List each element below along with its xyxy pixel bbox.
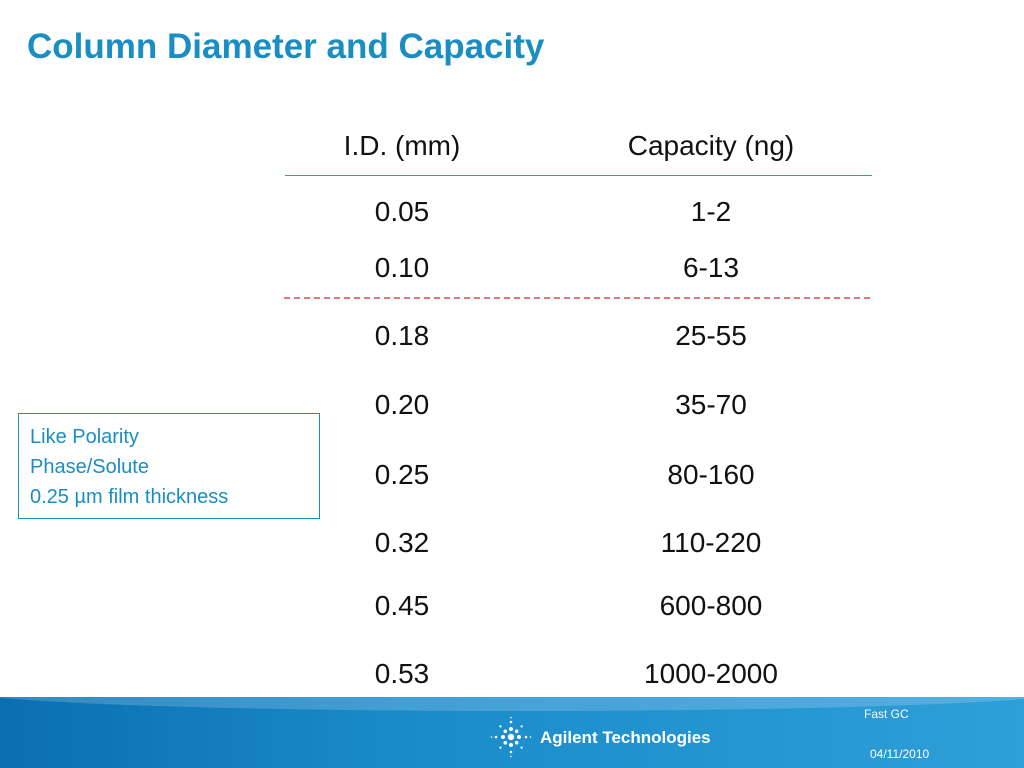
cell-capacity: 110-220 [660,527,762,558]
cell-capacity: 80-160 [667,459,755,490]
cell-id: 0.20 [374,389,430,420]
cell-capacity: 6-13 [682,252,740,283]
cell-capacity: 600-800 [659,590,763,621]
footer-topic: Fast GC [864,707,909,721]
cell-id: 0.18 [374,320,430,351]
header-rule [285,175,872,176]
agilent-spark-icon [490,716,532,758]
cell-id: 0.05 [374,196,430,227]
cell-id: 0.25 [374,459,430,490]
note-line: 0.25 µm film thickness [30,486,229,508]
footer-date: 04/11/2010 [870,747,930,761]
cell-capacity: 1-2 [690,196,732,227]
logo-text: Agilent Technologies [540,728,711,747]
cell-id: 0.32 [374,527,430,558]
footer-band [0,697,1024,768]
column-header-capacity: Capacity (ng) [627,130,795,161]
dashed-separator [284,297,870,299]
note-line: Like Polarity [30,426,139,448]
cell-capacity: 25-55 [675,320,747,351]
cell-id: 0.53 [374,658,430,689]
cell-id: 0.10 [374,252,430,283]
cell-id: 0.45 [374,590,430,621]
column-header-id: I.D. (mm) [343,130,461,161]
note-line: Phase/Solute [30,456,149,478]
cell-capacity: 35-70 [675,389,747,420]
slide-title: Column Diameter and Capacity [27,27,545,66]
cell-capacity: 1000-2000 [644,658,778,689]
note-box: Like Polarity Phase/Solute 0.25 µm film … [18,413,320,519]
